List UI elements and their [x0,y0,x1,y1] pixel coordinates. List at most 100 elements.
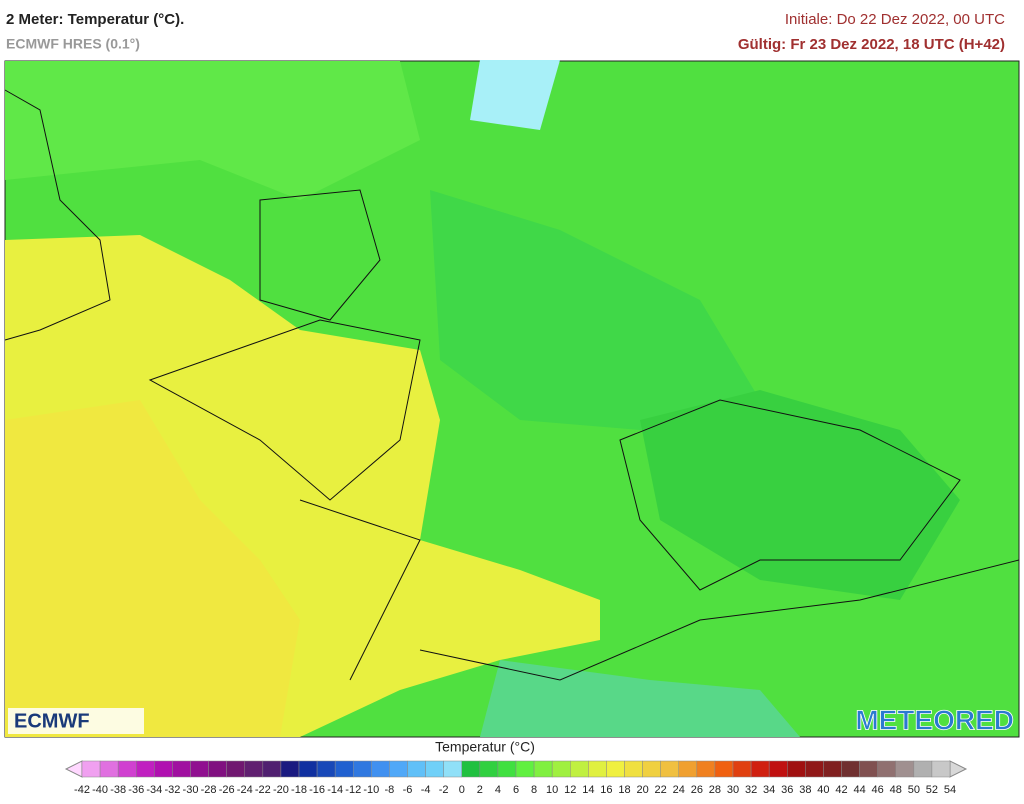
tick-label: -30 [183,784,199,796]
tick-label: 48 [890,784,902,796]
tick-label: -42 [74,784,90,796]
tick-label: -36 [128,784,144,796]
tick-label: -20 [273,784,289,796]
tick-label: -32 [164,784,180,796]
color-box [642,760,661,778]
color-box [136,760,155,778]
sea-area [5,61,420,200]
color-box [99,760,119,778]
color-box [407,760,426,778]
color-box [316,760,336,778]
borders [148,189,1020,681]
color-box [841,760,860,778]
tick-label: -38 [110,784,126,796]
tick-label: 40 [817,784,829,796]
color-box [895,760,915,778]
color-box [262,760,282,778]
tick-label: -40 [92,784,108,796]
color-box [172,760,191,778]
color-box [371,760,390,778]
color-box [823,760,842,778]
color-box [334,760,354,778]
tick-label: -8 [385,784,395,796]
tick-label: -12 [345,784,361,796]
tick-label: 18 [618,784,630,796]
color-box [280,760,300,778]
color-box [750,760,770,778]
tick-label: 22 [655,784,667,796]
color-box [588,760,607,778]
tick-label: 30 [727,784,739,796]
color-box [533,760,553,778]
tick-label: 12 [564,784,576,796]
tick-label: -24 [237,784,253,796]
tick-label: 54 [944,784,956,796]
color-box [389,760,408,778]
color-box [461,760,481,778]
tick-label: 8 [531,784,537,796]
meteored-logo: METEORED [855,704,1014,735]
tick-label: 14 [582,784,594,796]
tick-label: 24 [673,784,685,796]
cool-area [640,390,960,600]
tick-label: -2 [439,784,449,796]
tick-label: 50 [908,784,920,796]
under-triangle [64,760,83,778]
tick-label: 34 [763,784,775,796]
model-subtitle: ECMWF HRES (0.1°) [6,36,140,52]
color-box [479,760,499,778]
tick-label: 44 [853,784,865,796]
legend-title: Temperatur (°C) [435,739,535,755]
tick-label: 28 [709,784,721,796]
color-box [244,760,264,778]
over-triangle [949,760,968,778]
tick-label: -34 [146,784,162,796]
tick-label: -4 [421,784,431,796]
color-box [190,760,209,778]
ecmwf-logo: ECMWF [14,710,90,732]
map: ECMWF METEORED [4,60,1020,738]
color-box [732,760,752,778]
tick-label: 6 [513,784,519,796]
map-title: 2 Meter: Temperatur (°C). [6,11,184,28]
color-box [81,760,101,778]
tick-label: 42 [835,784,847,796]
tick-label: 2 [477,784,483,796]
color-box [497,760,517,778]
color-box [117,760,137,778]
tick-label: 38 [799,784,811,796]
color-box [805,760,824,778]
alps [480,660,800,737]
tick-label: 32 [745,784,757,796]
tick-label: -10 [363,784,379,796]
color-box [877,760,897,778]
cool-area [430,190,760,430]
color-box [154,760,173,778]
color-box [551,760,571,778]
color-box [515,760,535,778]
tick-label: 26 [691,784,703,796]
color-box [859,760,878,778]
color-box [714,760,734,778]
color-box [660,760,680,778]
tick-label: -6 [403,784,413,796]
color-box [606,760,625,778]
color-box [913,760,933,778]
init-time: Initiale: Do 22 Dez 2022, 00 UTC [785,11,1005,28]
color-box [787,760,806,778]
color-box [443,760,462,778]
color-box [768,760,788,778]
color-box [570,760,589,778]
color-box [696,760,716,778]
colorbar: -42 -40 -38 -36 -34 -32 -30 -28 -26 -24 -22 -20 -18-… [64,760,968,796]
color-box [353,760,372,778]
tick-label: 0 [459,784,465,796]
color-box [298,760,318,778]
tick-label: 10 [546,784,558,796]
coastline [4,89,111,341]
color-box [226,760,246,778]
warmest-area [5,400,300,737]
tick-label: 36 [781,784,793,796]
